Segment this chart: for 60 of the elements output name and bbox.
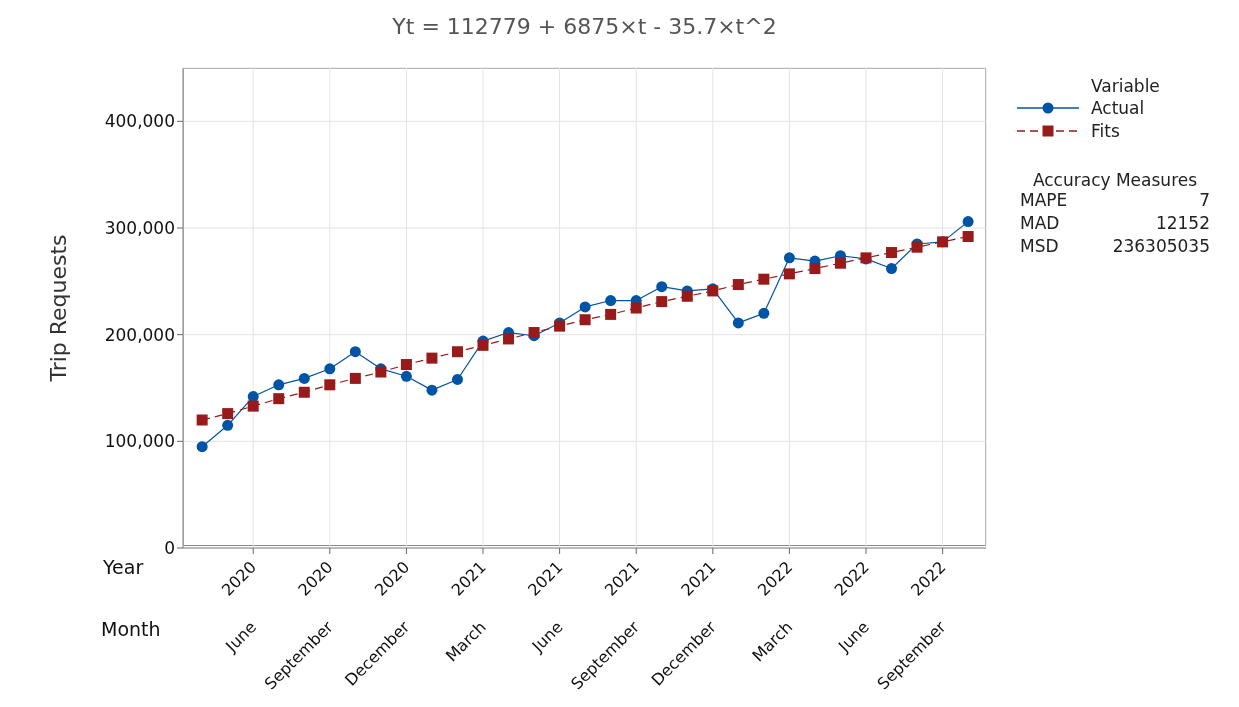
y-axis-title: Trip Requests	[45, 234, 71, 382]
text: Month	[101, 618, 161, 640]
y-tick-label: 0	[164, 538, 175, 559]
y-tick-label: 200,000	[104, 324, 175, 345]
point	[886, 247, 898, 259]
point	[477, 339, 489, 351]
point	[503, 333, 515, 345]
point	[732, 279, 744, 291]
text: Accuracy Measures	[1031, 170, 1199, 190]
point	[809, 263, 821, 275]
point	[247, 400, 259, 412]
point	[579, 314, 591, 326]
point	[222, 408, 234, 420]
point	[324, 363, 336, 375]
point	[630, 302, 642, 314]
point	[298, 372, 310, 384]
point	[451, 373, 463, 385]
point	[656, 296, 668, 308]
text: MSD	[1020, 236, 1059, 258]
point	[732, 317, 744, 329]
point	[783, 252, 795, 264]
point	[273, 393, 285, 405]
point	[349, 372, 361, 384]
y-tick-label: 400,000	[104, 111, 175, 132]
point	[605, 308, 617, 320]
point	[962, 216, 974, 228]
point	[579, 301, 591, 313]
point	[451, 346, 463, 358]
point	[196, 414, 208, 426]
point	[758, 273, 770, 285]
text: 7	[1199, 190, 1210, 212]
text: 12152	[1155, 213, 1210, 235]
point	[400, 359, 412, 371]
point	[426, 352, 438, 364]
legend-label: Actual	[1091, 97, 1145, 118]
point	[656, 281, 668, 293]
legend-label: Fits	[1091, 120, 1120, 141]
text: 236305035	[1112, 236, 1210, 258]
y-tick-label: 300,000	[104, 218, 175, 239]
point	[426, 384, 438, 396]
point	[273, 379, 285, 391]
point	[324, 379, 336, 391]
point	[886, 263, 898, 275]
point	[298, 386, 310, 398]
point	[783, 268, 795, 280]
point	[400, 370, 412, 382]
y-tick-label: 100,000	[104, 431, 175, 452]
point	[758, 307, 770, 319]
point	[962, 231, 974, 243]
legend-title: Variable	[1091, 76, 1160, 96]
text: Year	[103, 556, 144, 578]
chart-title: Yt = 112779 + 6875×t - 35.7×t^2	[391, 14, 778, 39]
point	[681, 290, 693, 302]
point	[834, 257, 846, 269]
text: MAD	[1020, 213, 1060, 235]
text: MAPE	[1020, 190, 1068, 212]
point	[222, 419, 234, 431]
point	[349, 346, 361, 358]
point	[196, 441, 208, 453]
point	[605, 295, 617, 307]
